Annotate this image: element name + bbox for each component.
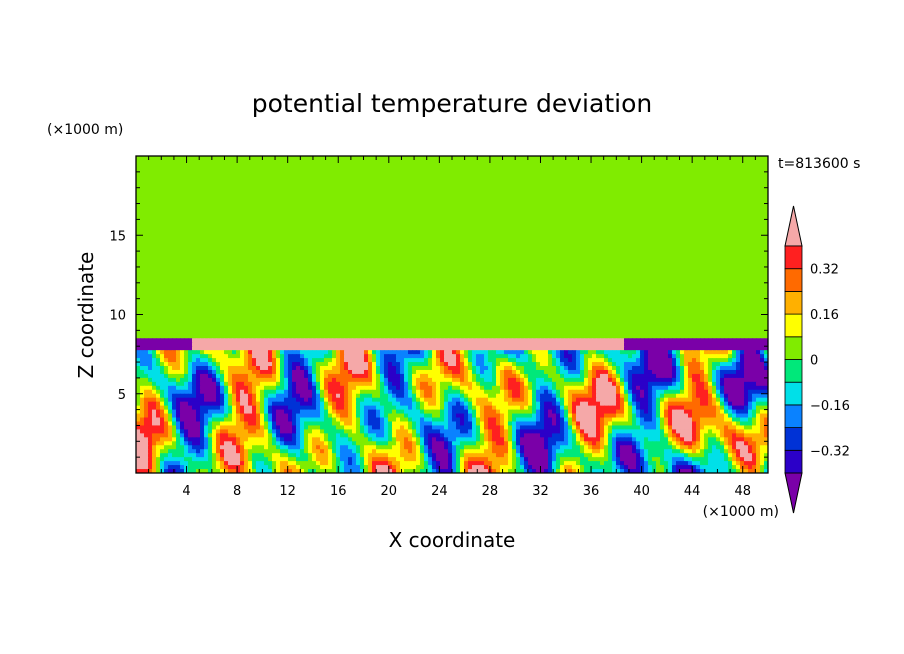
y-axis-label: Z coordinate xyxy=(74,252,98,379)
colorbar-tick-label: 0 xyxy=(810,354,818,369)
colorbar-band xyxy=(784,290,803,315)
y-tick-label: 10 xyxy=(109,309,126,324)
colorbar-band xyxy=(784,427,803,451)
x-tick-label: 4 xyxy=(182,484,190,499)
colorbar-tick-label: −0.32 xyxy=(810,444,850,459)
colorbar-band xyxy=(784,313,803,338)
x-axis-label: X coordinate xyxy=(389,528,516,552)
contour-field xyxy=(136,156,768,473)
colorbar-arrow-low xyxy=(784,472,803,514)
x-tick-label: 16 xyxy=(330,484,347,499)
x-axis: 4 8 12 16 20 24 28 32 36 40 44 48 xyxy=(148,156,756,499)
x-tick-label: 24 xyxy=(431,484,448,499)
colorbar-arrow-high xyxy=(784,205,803,247)
x-unit-label: (×1000 m) xyxy=(703,504,779,520)
chart-title: potential temperature deviation xyxy=(252,89,652,118)
x-tick-label: 48 xyxy=(734,484,751,499)
colorbar-tick-label: 0.16 xyxy=(810,308,839,323)
y-tick-label: 5 xyxy=(118,388,126,403)
x-tick-label: 8 xyxy=(233,484,241,499)
colorbar-band xyxy=(784,404,803,428)
y-unit-label: (×1000 m) xyxy=(47,122,123,138)
y-tick-label: 15 xyxy=(109,229,126,244)
x-tick-label: 28 xyxy=(482,484,499,499)
colorbar-band xyxy=(784,268,803,292)
colorbar-band xyxy=(784,359,803,383)
x-tick-label: 20 xyxy=(381,484,398,499)
colorbar-tick-label: 0.32 xyxy=(810,263,839,278)
colorbar: 0.32 0.16 0 −0.16 −0.32 xyxy=(784,205,850,514)
x-tick-label: 32 xyxy=(532,484,549,499)
time-label: t=813600 s xyxy=(778,156,860,172)
colorbar-band xyxy=(784,449,803,474)
x-tick-label: 12 xyxy=(279,484,296,499)
x-tick-label: 40 xyxy=(633,484,650,499)
colorbar-band xyxy=(784,336,803,360)
x-tick-label: 36 xyxy=(583,484,600,499)
colorbar-band xyxy=(784,381,803,406)
y-axis: 5 10 15 xyxy=(109,171,768,458)
colorbar-tick-label: −0.16 xyxy=(810,399,850,414)
colorbar-band xyxy=(784,245,803,270)
x-tick-label: 44 xyxy=(684,484,701,499)
